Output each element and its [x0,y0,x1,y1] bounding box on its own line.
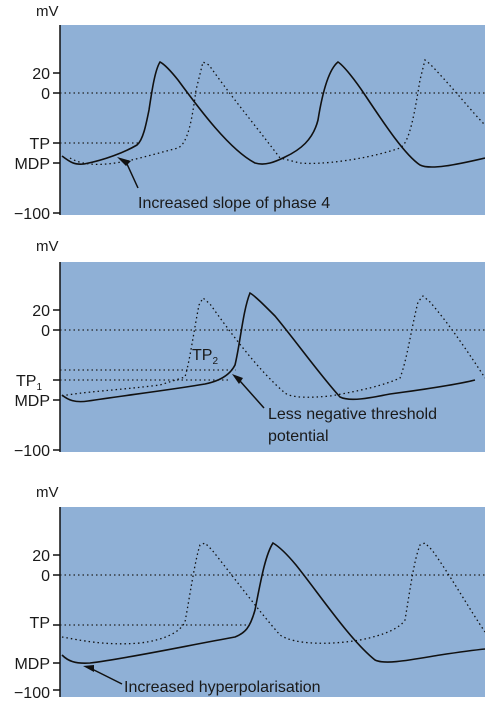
panel-3-label-minus100: −100 [14,685,50,702]
panel-3-label-0: 0 [41,568,50,585]
panel-3-label-tp: TP [30,615,50,632]
panel-1-label-mdp: MDP [14,156,50,173]
panel-1-modified-trace [61,60,485,168]
panel-1-label-tp: TP [30,136,50,153]
panel-2-label-tp-subscript: 1 [36,382,42,393]
panel-1-label-minus100: −100 [14,206,50,223]
panel-3-original-trace [61,542,485,645]
panel-3-unit-label: mV [36,484,59,501]
panel-2-annotation-line-1: Less negative threshold [268,406,437,423]
panel-2-unit-label: mV [36,238,59,255]
panel-2-plot-area [60,262,485,452]
panel-3-modified-trace [61,541,485,664]
panel-2-tp2-label: TP2 [192,347,218,367]
panel-2-arrow-shaft [239,380,265,409]
panel-1-plot-area [60,25,485,215]
panel-2-modified-trace [61,291,476,403]
panel-2-tp2-main: TP [192,347,212,364]
panel-3-label-20: 20 [32,548,50,565]
panel-2-label-20: 20 [32,303,50,320]
panel-1-annotation: Increased slope of phase 4 [138,195,330,212]
panel-3-arrow-shaft [91,668,123,685]
panel-2-label-minus100: −100 [14,443,50,460]
panel-1: mV 20 0 TP MDP −100 Increased slope of p… [14,3,485,223]
panel-2-label-tp-main: TP [16,373,36,390]
panel-2-annotation-line-2: potential [268,428,329,445]
panel-3: mV 20 0 TP MDP −100 Increased hyperpolar… [14,484,485,702]
panel-3-label-mdp: MDP [14,656,50,673]
panel-1-label-20: 20 [32,66,50,83]
panel-2-label-tp: TP1 [16,373,42,393]
panel-3-arrow [83,665,94,672]
panel-1-arrow-shaft [126,163,139,189]
panel-1-arrow [117,157,131,166]
panel-2-original-trace [61,295,485,398]
panel-2-label-mdp: MDP [14,393,50,410]
panel-1-unit-label: mV [36,3,59,20]
panel-3-annotation: Increased hyperpolarisation [124,679,321,696]
panel-2-tp2-subscript: 2 [212,356,218,367]
panel-2-label-0: 0 [41,323,50,340]
panel-3-plot-area [60,507,485,697]
panel-1-label-0: 0 [41,86,50,103]
panel-2: mV 20 0 TP1 MDP −100 TP2 Less negative t… [14,238,485,460]
